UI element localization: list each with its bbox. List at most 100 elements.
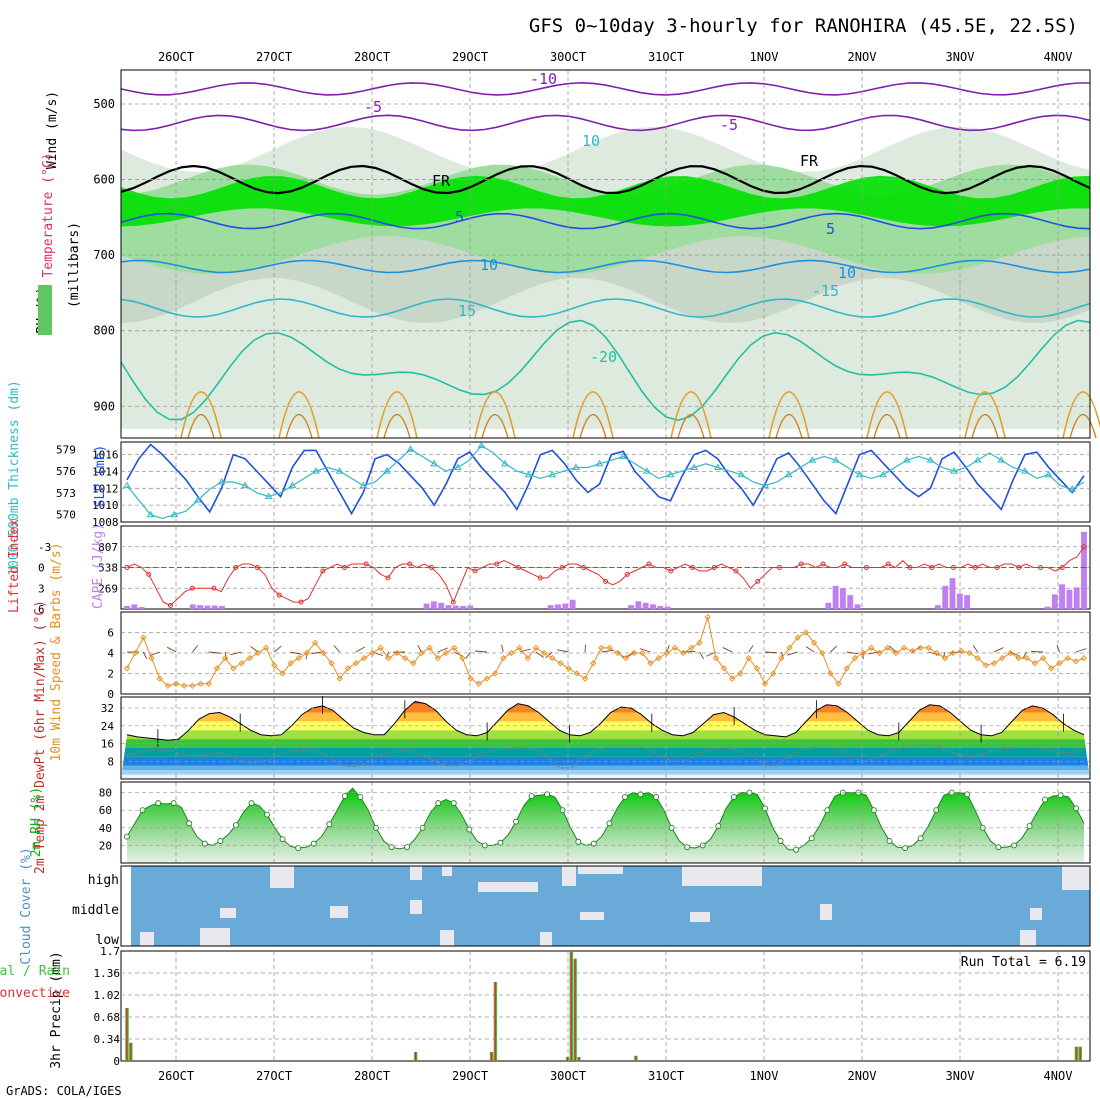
wind-marker <box>696 639 703 646</box>
wind-barb <box>972 645 979 653</box>
rh-marker <box>637 791 644 798</box>
rh-marker <box>1057 792 1064 799</box>
wind-marker <box>303 649 311 657</box>
wind-marker <box>500 654 507 662</box>
thickness-marker <box>170 510 179 518</box>
precip-conv-bar <box>1079 1046 1081 1061</box>
wind-marker <box>230 665 237 672</box>
thickness-marker <box>808 456 817 463</box>
rh-marker <box>653 794 660 800</box>
li-marker <box>189 585 195 591</box>
cape-tick-label: 269 <box>98 582 118 595</box>
thickness-marker <box>572 463 580 470</box>
contour-label: -5 <box>720 116 738 134</box>
rh-marker <box>964 791 971 798</box>
wind-marker <box>467 675 474 682</box>
rh-marker <box>528 793 535 800</box>
cape-bar <box>124 605 130 609</box>
precip-frame <box>120 950 1091 1062</box>
wind-marker <box>1080 654 1088 662</box>
wind-marker <box>802 629 810 636</box>
temp-band <box>121 765 1090 771</box>
rh-marker <box>1042 796 1049 803</box>
rh-marker <box>388 844 395 851</box>
precip-tick-label: 1.7 <box>100 945 120 958</box>
li-line <box>126 546 1085 607</box>
cape-bar <box>628 605 635 609</box>
thickness-marker <box>453 463 462 470</box>
rh-marker <box>326 821 333 828</box>
wind-marker <box>639 649 646 657</box>
wind-marker <box>565 665 572 672</box>
date-label-top: 31OCT <box>648 50 684 64</box>
wind-marker <box>1015 654 1022 662</box>
temp-tick-label: 8 <box>107 755 114 768</box>
precip-tick-label: 0.68 <box>94 1011 121 1024</box>
li-marker <box>711 565 717 570</box>
date-label-top: 4NOV <box>1044 50 1073 64</box>
thickness-marker <box>713 463 722 470</box>
cloud-gap <box>270 866 294 888</box>
thickness-axis-label: 1000-500mb Thickness (dm) <box>7 380 22 576</box>
wind-marker <box>181 682 188 689</box>
contour-label: -20 <box>590 348 617 366</box>
wind-marker <box>892 649 900 657</box>
wind-marker <box>933 649 940 657</box>
temperature-legend-label: Temperature (°C) <box>41 152 56 277</box>
warm-contour <box>964 391 1006 439</box>
wind-marker <box>148 654 155 662</box>
rh-marker <box>902 845 908 851</box>
wind-marker <box>1007 649 1014 657</box>
wind-marker <box>132 649 139 657</box>
wind-barb <box>437 647 448 653</box>
wind-marker <box>1031 660 1039 667</box>
rh-marker <box>513 818 519 825</box>
wind-marker <box>279 670 286 677</box>
warm-contour <box>579 414 607 439</box>
rh-panel: 20 40 60 80 2m RH (%) <box>29 781 1091 864</box>
rh-marker <box>622 794 628 800</box>
isotherm <box>120 319 1091 422</box>
li-marker <box>1081 544 1087 550</box>
wind-marker <box>459 654 466 662</box>
wind-marker <box>426 644 433 652</box>
wind-marker <box>770 670 777 677</box>
cape-bar <box>1073 587 1080 609</box>
cloud-gap <box>140 932 154 946</box>
rh-marker <box>715 823 722 829</box>
isotherm <box>120 298 1091 318</box>
warm-contour <box>376 391 418 439</box>
pressure-tick-label: 700 <box>93 248 115 262</box>
wind-marker <box>794 634 801 641</box>
thickness-marker <box>548 470 557 478</box>
rh-line <box>126 787 1085 851</box>
wind-marker <box>172 680 180 687</box>
wind-marker <box>516 644 523 652</box>
cape-bar <box>547 605 554 609</box>
wind-marker <box>311 639 319 646</box>
contour-label: -15 <box>812 282 839 300</box>
cloud-gap <box>442 866 452 876</box>
cape-bar <box>131 604 138 609</box>
cape-bar <box>956 593 963 609</box>
wind-barb <box>333 645 341 653</box>
cape-bar <box>211 605 218 609</box>
wind-barb <box>706 651 717 657</box>
thickness-marker <box>1068 485 1077 492</box>
li-marker <box>363 561 369 567</box>
wind-marker <box>532 644 540 652</box>
wind-marker <box>238 660 245 667</box>
date-label-top: 1NOV <box>750 50 779 64</box>
rh-marker <box>170 800 177 807</box>
wind-marker <box>876 649 883 657</box>
contour-label: 5 <box>455 208 464 226</box>
cape-bar <box>825 602 832 609</box>
cape-bar <box>138 607 145 609</box>
rh-tick-label: 60 <box>99 804 112 817</box>
li-marker <box>385 575 391 581</box>
slp-tick-label: 1008 <box>92 516 119 529</box>
cloud-row-label: low <box>96 933 120 948</box>
precip-left-label: Total / Rain <box>0 964 70 979</box>
cape-bar <box>832 585 839 609</box>
